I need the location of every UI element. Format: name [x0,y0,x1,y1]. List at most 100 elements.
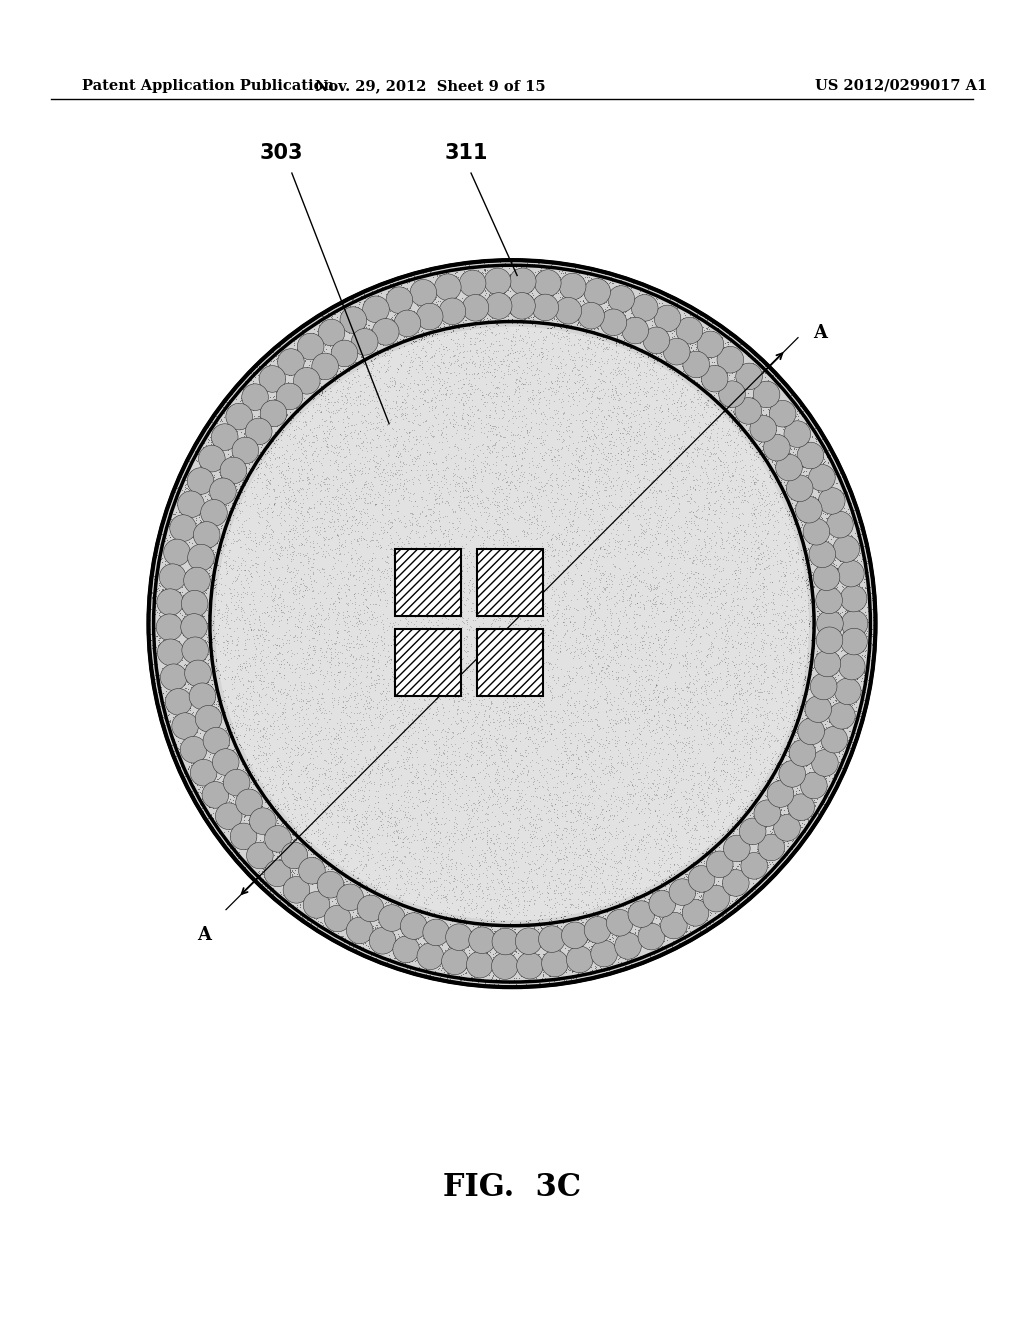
Point [623,322,639,343]
Text: A: A [197,927,211,944]
Point [860,644,877,665]
Point [348,561,365,582]
Point [703,351,720,372]
Point [597,735,613,756]
Point [709,774,725,795]
Point [342,517,358,539]
Point [321,906,337,927]
Point [432,516,449,537]
Point [406,420,422,441]
Point [692,677,709,698]
Point [639,380,655,401]
Point [692,469,709,490]
Point [724,838,740,859]
Point [790,598,806,619]
Point [378,308,394,329]
Point [830,758,847,779]
Point [464,945,480,966]
Point [767,648,783,669]
Point [721,896,737,917]
Point [270,546,287,568]
Point [478,446,495,467]
Point [669,730,685,751]
Point [671,517,687,539]
Point [779,527,796,548]
Point [408,426,424,447]
Point [236,796,252,817]
Point [521,775,538,796]
Point [592,956,608,977]
Point [470,399,486,420]
Point [527,727,544,748]
Point [853,630,869,651]
Point [608,704,625,725]
Point [519,321,536,342]
Point [263,804,280,825]
Point [798,627,814,648]
Point [561,540,578,561]
Point [442,329,459,350]
Point [392,396,409,417]
Point [169,638,185,659]
Point [196,632,212,653]
Point [664,609,680,630]
Point [831,482,848,503]
Circle shape [801,772,827,799]
Point [659,908,676,929]
Point [479,817,496,838]
Point [379,651,395,672]
Point [376,425,392,446]
Point [765,396,781,417]
Point [670,915,686,936]
Point [615,417,632,438]
Point [464,389,480,411]
Point [717,907,733,928]
Point [691,362,708,383]
Point [291,325,307,346]
Point [504,714,520,735]
Point [745,586,762,607]
Point [804,541,820,562]
Point [293,450,309,471]
Point [222,488,239,510]
Point [527,614,544,635]
Point [678,483,694,504]
Point [492,779,508,800]
Point [823,516,840,537]
Point [399,949,416,970]
Point [586,422,602,444]
Point [658,780,675,801]
Point [494,583,510,605]
Point [752,789,768,810]
Point [788,747,805,768]
Point [681,664,697,685]
Point [342,376,358,397]
Point [616,880,633,902]
Point [744,498,761,519]
Point [411,290,427,312]
Point [662,449,678,470]
Point [788,696,805,717]
Point [490,482,507,503]
Point [396,326,413,347]
Point [438,649,455,671]
Point [156,531,172,552]
Point [524,251,541,272]
Point [677,665,693,686]
Point [248,483,264,504]
Point [752,586,768,607]
Point [505,944,521,965]
Point [262,723,279,744]
Point [617,459,634,480]
Point [590,933,606,954]
Point [728,873,744,894]
Point [666,917,682,939]
Point [539,389,555,411]
Point [266,371,283,392]
Point [626,886,642,907]
Point [726,517,742,539]
Point [325,887,341,908]
Point [190,516,207,537]
Point [621,576,637,597]
Point [718,789,734,810]
